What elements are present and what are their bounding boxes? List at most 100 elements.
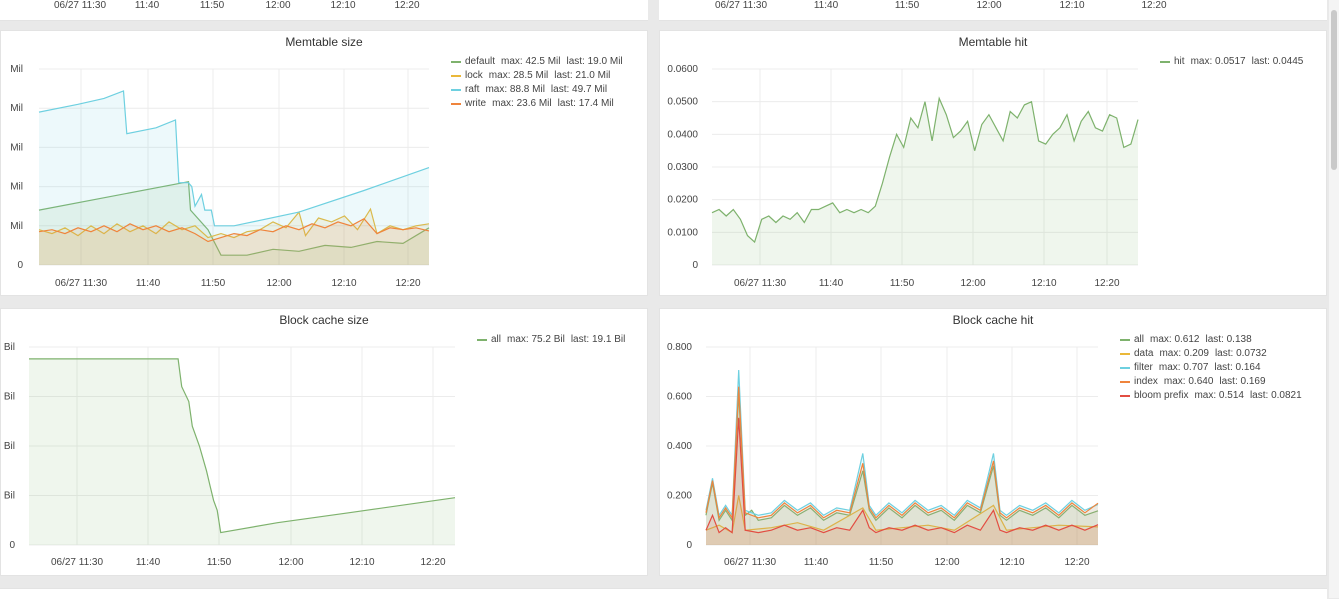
panel-block-cache-size[interactable]: Block cache size 0 Bil Bil Bil Bil 06/27 11:3…: [0, 308, 648, 576]
y-tick-label: 0.800: [667, 342, 692, 353]
x-tick-label: 11:50: [869, 557, 894, 568]
x-tick-label: 12:10: [999, 557, 1024, 568]
legend-max: max: 0.707: [1158, 362, 1209, 373]
series-line-write[interactable]: [38, 217, 430, 243]
panel-title[interactable]: Memtable hit: [958, 35, 1028, 49]
panel-block-cache-hit[interactable]: Block cache hit 0 0.200 0.400 0.600 0.800 06/…: [659, 308, 1327, 576]
legend-item[interactable]: hit max: 0.0517 last: 0.0445: [1160, 55, 1303, 69]
legend-item[interactable]: filter max: 0.707 last: 0.164: [1120, 361, 1302, 375]
series-line-data[interactable]: [705, 495, 1099, 534]
series-line-raft[interactable]: [38, 90, 430, 227]
legend-item[interactable]: index max: 0.640 last: 0.169: [1120, 375, 1302, 389]
legend-item[interactable]: data max: 0.209 last: 0.0732: [1120, 347, 1302, 361]
legend-item[interactable]: bloom prefix max: 0.514 last: 0.0821: [1120, 389, 1302, 403]
legend-item[interactable]: all max: 75.2 Bil last: 19.1 Bil: [477, 333, 625, 347]
x-tick-label: 11:40: [136, 557, 161, 568]
x-tick-label: 12:10: [331, 278, 356, 289]
series-line-all[interactable]: [29, 358, 456, 534]
legend: all max: 75.2 Bil last: 19.1 Bil: [477, 333, 625, 347]
legend-max: max: 88.8 Mil: [485, 84, 545, 95]
top-strip-left: 06/27 11:30 11:40 11:50 12:00 12:10 12:20: [0, 0, 648, 21]
legend-max: max: 0.209: [1159, 348, 1209, 359]
x-tick-label: 06/27 11:30: [54, 0, 107, 11]
y-tick-label: 0.0200: [667, 195, 698, 206]
x-tick-label: 12:00: [278, 557, 303, 568]
legend-last: last: 0.169: [1219, 376, 1266, 387]
x-tick-label: 11:50: [895, 0, 920, 11]
chart-block-cache-hit: 0 0.200 0.400 0.600 0.800 06/27 11:30 11:40 11:…: [667, 342, 1099, 568]
scrollbar-thumb[interactable]: [1331, 10, 1337, 170]
series-line-bloom-prefix[interactable]: [705, 417, 1099, 534]
x-tick-label: 06/27 11:30: [724, 557, 777, 568]
legend-max: max: 28.5 Mil: [488, 70, 549, 81]
x-tick-label: 11:40: [136, 278, 161, 289]
x-tick-label: 12:20: [394, 0, 419, 11]
y-tick-label: 0.0600: [667, 64, 698, 75]
x-tick-label: 06/27 11:30: [715, 0, 768, 11]
legend-max: max: 0.514: [1194, 390, 1244, 401]
top-strip-right: 06/27 11:30 11:40 11:50 12:00 12:10 12:20: [659, 0, 1327, 21]
x-tick-label: 12:00: [934, 557, 959, 568]
legend-max: max: 75.2 Bil: [507, 334, 565, 345]
legend-series-name: hit: [1174, 56, 1185, 67]
series-area-all: [29, 358, 455, 545]
legend-series-name: write: [465, 98, 487, 109]
y-tick-label: 0: [686, 540, 692, 551]
series-area-bloom-prefix: [706, 417, 1098, 545]
series-area-index: [706, 386, 1098, 545]
x-tick-label: 12:00: [976, 0, 1001, 11]
legend-item[interactable]: raft max: 88.8 Mil last: 49.7 Mil: [451, 83, 623, 97]
panel-memtable-hit[interactable]: Memtable hit 0 0.0100 0.0200 0.0300 0.0400 0.…: [659, 30, 1327, 296]
legend-last: last: 19.0 Mil: [566, 56, 623, 67]
legend-swatch: [1120, 367, 1130, 369]
legend-last: last: 0.0821: [1249, 390, 1302, 401]
legend-series-name: filter: [1134, 362, 1153, 373]
legend-last: last: 21.0 Mil: [554, 70, 611, 81]
panel-memtable-size[interactable]: Memtable size 0 Mil Mil Mil Mil Mil 06/27 11:3…: [0, 30, 648, 296]
y-tick-label: Bil: [4, 441, 15, 452]
y-tick-label: Mil: [10, 221, 23, 232]
legend-swatch: [1160, 61, 1170, 63]
series-line-default[interactable]: [38, 180, 430, 256]
panel-title[interactable]: Block cache hit: [952, 313, 1034, 327]
legend-max: max: 0.0517: [1190, 56, 1246, 67]
legend-last: last: 49.7 Mil: [550, 84, 608, 95]
legend-max: max: 42.5 Mil: [501, 56, 561, 67]
legend-swatch: [1120, 353, 1130, 355]
x-tick-label: 12:00: [960, 278, 985, 289]
series-line-all[interactable]: [705, 393, 1099, 523]
x-tick-label: 12:20: [1064, 557, 1089, 568]
y-tick-label: 0.0500: [667, 97, 698, 108]
legend: all max: 0.612 last: 0.138 data max: 0.209 la…: [1120, 333, 1302, 403]
legend-max: max: 0.612: [1150, 334, 1200, 345]
series-line-index[interactable]: [705, 386, 1099, 520]
legend-last: last: 0.0732: [1214, 348, 1267, 359]
chart-block-cache-size: 0 Bil Bil Bil Bil 06/27 11:30 11:40 11:50 12:00 1…: [4, 342, 456, 568]
x-tick-label: 11:50: [890, 278, 915, 289]
y-tick-label: 0.600: [667, 392, 692, 403]
chart-memtable-size: 0 Mil Mil Mil Mil Mil 06/27 11:30 11:40 11:50 12:…: [10, 64, 430, 289]
legend-item[interactable]: all max: 0.612 last: 0.138: [1120, 333, 1302, 347]
scrollbar[interactable]: [1329, 0, 1339, 598]
legend-item[interactable]: default max: 42.5 Mil last: 19.0 Mil: [451, 55, 623, 69]
legend-last: last: 0.138: [1205, 334, 1252, 345]
series-line-hit[interactable]: [711, 96, 1139, 244]
legend-swatch: [1120, 381, 1130, 383]
legend-series-name: index: [1134, 376, 1158, 387]
legend-item[interactable]: lock max: 28.5 Mil last: 21.0 Mil: [451, 69, 623, 83]
legend-series-name: raft: [465, 84, 480, 95]
x-tick-label: 11:50: [201, 278, 226, 289]
x-tick-label: 11:40: [804, 557, 829, 568]
y-tick-label: 0.400: [667, 441, 692, 452]
legend-swatch: [1120, 395, 1130, 397]
y-tick-label: Mil: [10, 64, 23, 75]
y-tick-label: 0.0400: [667, 129, 698, 140]
x-tick-label: 11:40: [819, 278, 844, 289]
x-tick-label: 12:10: [1059, 0, 1084, 11]
series-line-filter[interactable]: [705, 369, 1099, 518]
panel-title[interactable]: Memtable size: [285, 35, 363, 49]
legend-item[interactable]: write max: 23.6 Mil last: 17.4 Mil: [451, 97, 623, 111]
panel-title[interactable]: Block cache size: [279, 313, 369, 327]
x-tick-label: 06/27 11:30: [55, 278, 108, 289]
y-tick-label: 0: [692, 260, 698, 271]
